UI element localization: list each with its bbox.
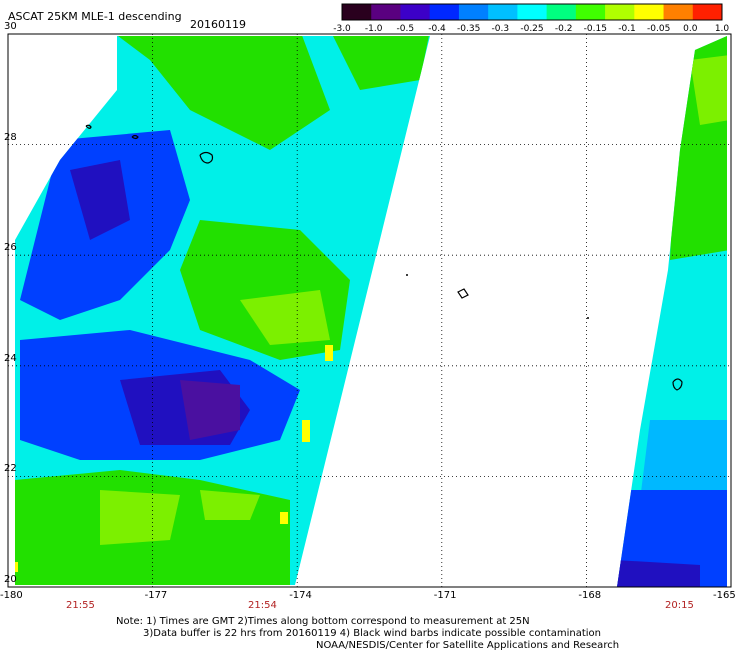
color-scale-bar <box>341 3 723 21</box>
pass-time-label: 20:15 <box>665 600 694 611</box>
color-scale-tick-label: -3.0 <box>333 24 351 34</box>
latitude-tick-label: 22 <box>4 463 17 475</box>
latitude-tick-label: 24 <box>4 352 17 364</box>
color-scale-swatch <box>342 4 372 20</box>
latitude-tick-label: 28 <box>4 131 17 143</box>
footnote-line-3: NOAA/NESDIS/Center for Satellite Applica… <box>316 640 620 651</box>
wind-field-region <box>15 562 18 572</box>
color-scale-tick-label: -0.5 <box>396 24 415 34</box>
island-outline <box>85 124 92 129</box>
wind-field-region <box>240 290 330 345</box>
color-scale-swatch <box>634 4 665 20</box>
longitude-tick-label: -174 <box>289 590 312 601</box>
wind-map <box>7 33 732 588</box>
wind-field-region <box>302 420 310 442</box>
color-scale-tick-label: -0.05 <box>647 24 671 34</box>
color-scale-swatch <box>371 4 401 20</box>
island-outline <box>199 151 214 164</box>
footnote-line-1: Note: 1) Times are GMT 2)Times along bot… <box>116 616 530 627</box>
color-scale-swatch <box>429 4 460 20</box>
wind-field-region <box>180 380 240 440</box>
pass-time-label: 21:55 <box>66 600 95 611</box>
island-outline <box>672 378 683 391</box>
latitude-tick-label: 26 <box>4 242 17 254</box>
color-scale-swatch <box>605 4 635 20</box>
wind-field-region <box>280 512 288 524</box>
color-scale-tick-label: 1.0 <box>714 24 730 34</box>
color-scale-swatch <box>663 4 694 20</box>
latitude-tick-label: 30 <box>4 21 17 32</box>
color-scale-tick-label: -0.2 <box>554 24 573 34</box>
longitude-tick-label: -177 <box>144 590 168 601</box>
longitude-tick-label: -168 <box>578 590 602 601</box>
color-scale-tick-label: -0.4 <box>428 24 446 34</box>
wind-field-region <box>617 560 700 587</box>
color-scale-tick-label: -0.1 <box>618 24 636 34</box>
product-title: ASCAT 25KM MLE-1 descending <box>8 10 182 23</box>
wind-field-region <box>330 36 430 90</box>
longitude-tick-label: -165 <box>713 590 736 601</box>
longitude-tick-label: -180 <box>0 590 23 601</box>
color-scale-swatch <box>575 4 606 20</box>
wind-field-region <box>325 345 333 361</box>
color-scale-swatch <box>400 4 431 20</box>
latitude-tick-label: 20 <box>4 574 17 585</box>
color-scale-tick-label: -0.35 <box>457 24 481 34</box>
color-scale-swatch <box>546 4 577 20</box>
footnote-line-2: 3)Data buffer is 22 hrs from 20160119 4)… <box>143 628 601 639</box>
island-dot <box>406 274 408 276</box>
color-scale-swatch <box>458 4 489 20</box>
color-scale-swatch <box>517 4 548 20</box>
wind-field-region <box>70 160 130 240</box>
wind-field-region <box>110 36 330 150</box>
color-scale-tick-label: -0.3 <box>491 24 510 34</box>
island-dot <box>587 317 589 319</box>
color-scale-tick-label: -0.15 <box>583 24 607 34</box>
wind-field-region <box>108 44 116 62</box>
color-scale-tick-label: -1.0 <box>364 24 383 34</box>
pass-time-label: 21:54 <box>248 600 277 611</box>
color-scale-swatch <box>692 4 723 20</box>
island-outline <box>457 288 469 299</box>
date-label: 20160119 <box>190 18 246 31</box>
color-scale-tick-label: 0.0 <box>683 24 698 34</box>
color-scale-swatch <box>488 4 518 20</box>
wind-field-region <box>100 490 180 545</box>
wind-field-region <box>200 490 260 520</box>
wind-field-region <box>690 55 727 125</box>
island-outline <box>131 134 139 140</box>
map-frame <box>7 33 732 588</box>
longitude-tick-label: -171 <box>433 590 457 601</box>
wind-field-region <box>640 420 727 500</box>
color-scale-tick-label: -0.25 <box>520 24 544 34</box>
